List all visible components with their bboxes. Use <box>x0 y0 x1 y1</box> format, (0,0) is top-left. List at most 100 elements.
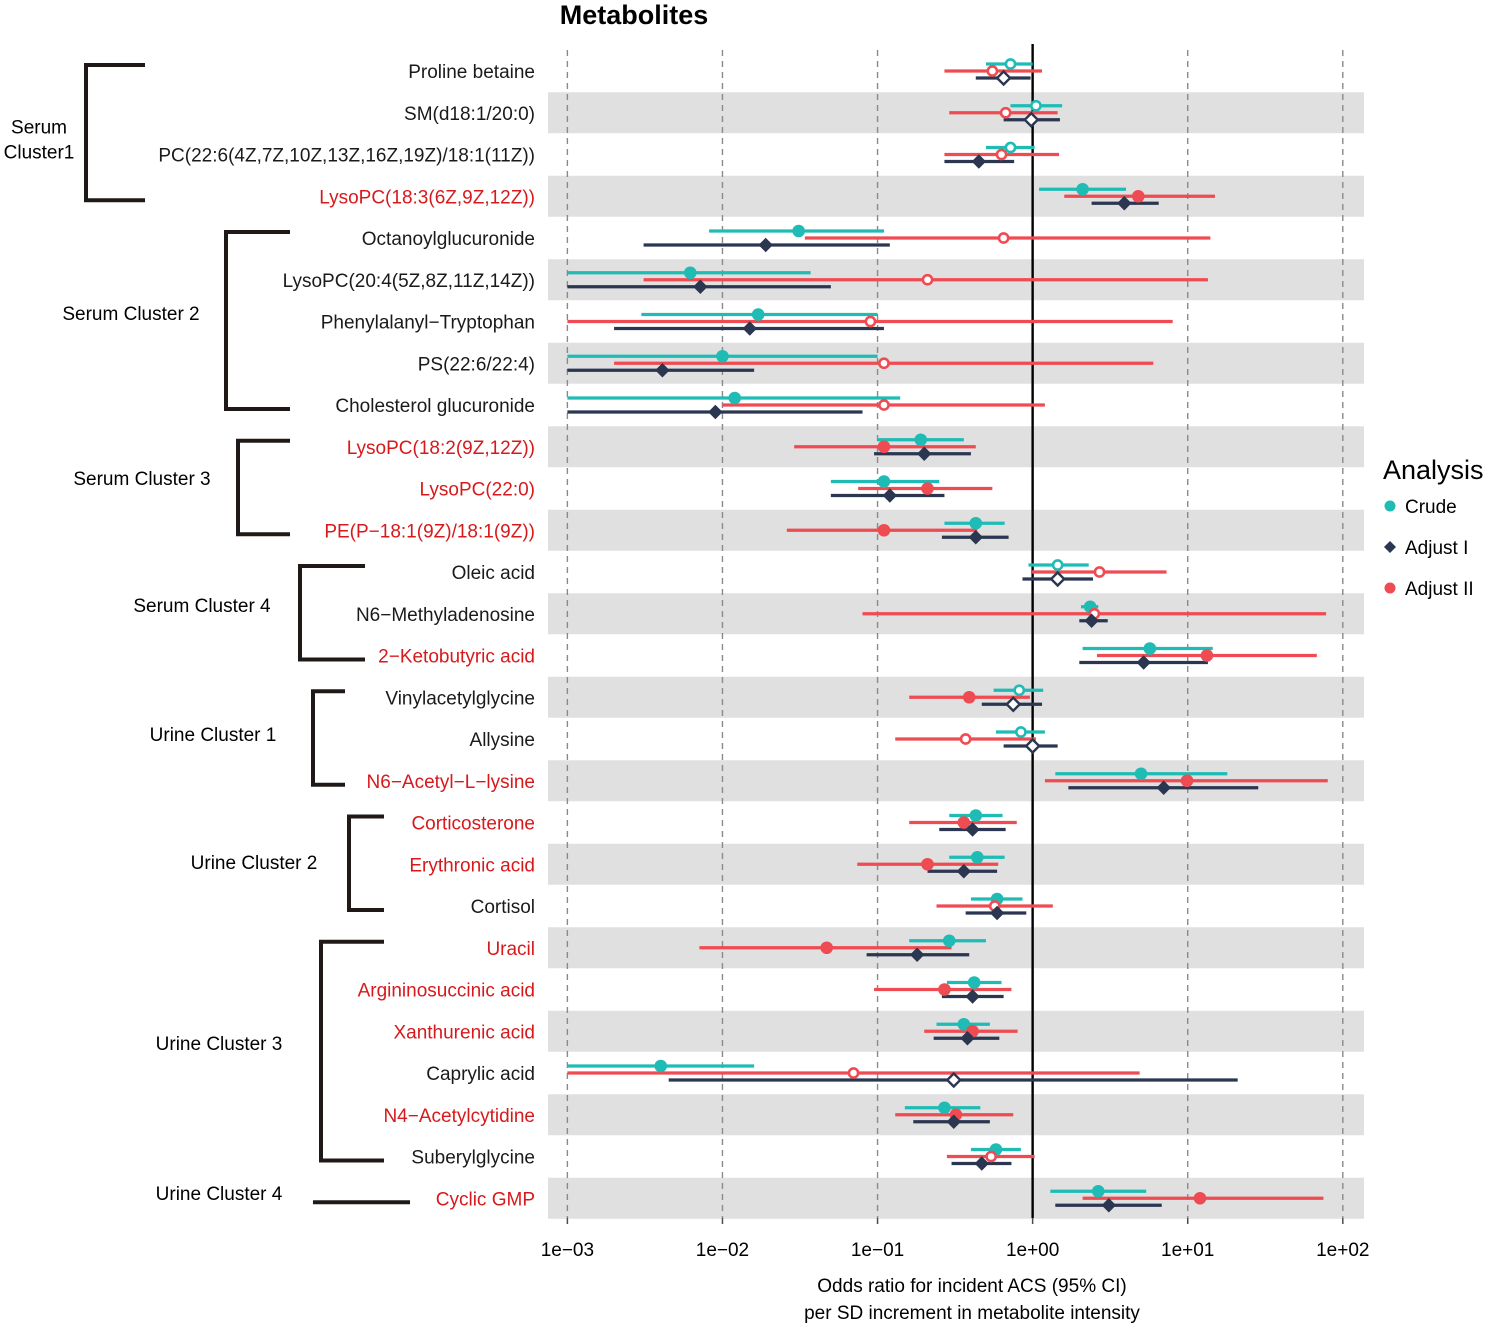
point-adjust-1 <box>708 404 723 420</box>
metabolite-label: Corticosterone <box>411 814 535 835</box>
point-adjust-1 <box>742 321 757 336</box>
point-crude <box>1051 559 1064 571</box>
point-adjust-1 <box>1084 613 1099 628</box>
point-crude <box>716 349 729 363</box>
x-tick-label: 1e+00 <box>1006 1240 1059 1261</box>
point-adjust-1 <box>655 363 670 378</box>
point-adjust-2 <box>921 482 934 495</box>
x-tick-label: 1e−01 <box>851 1240 904 1261</box>
metabolite-labels: Proline betaine SM(d18:1/20:0) PC(22:6(4Z,… <box>158 62 535 1210</box>
point-adjust-1 <box>965 989 980 1004</box>
legend-entry-label: Adjust II <box>1405 579 1474 600</box>
point-crude <box>1143 642 1157 655</box>
metabolite-label: LysoPC(20:4(5Z,8Z,11Z,14Z)) <box>283 271 535 292</box>
metabolite-label: Vinylacetylglycine <box>385 688 535 709</box>
legend-marker-diamond <box>1384 541 1396 553</box>
point-adjust-1 <box>1136 655 1151 670</box>
chart-title: Metabolites <box>560 0 709 30</box>
cluster-bracket <box>84 63 145 203</box>
metabolite-label: 2−Ketobutyric acid <box>378 647 535 668</box>
legend-entry-label: Crude <box>1405 497 1457 518</box>
point-adjust-1 <box>1101 1198 1117 1213</box>
point-crude <box>1091 1184 1105 1198</box>
metabolite-label: LysoPC(22:0) <box>420 480 535 501</box>
x-tick-label: 1e−02 <box>696 1240 749 1261</box>
point-adjust-2 <box>962 690 976 704</box>
point-crude <box>971 850 984 864</box>
point-adjust-2 <box>986 65 999 77</box>
metabolite-label: PE(P−18:1(9Z)/18:1(9Z)) <box>324 521 535 542</box>
point-adjust-2 <box>921 857 934 871</box>
point-adjust-1 <box>968 530 983 545</box>
point-crude <box>1013 684 1026 697</box>
point-adjust-2 <box>877 440 891 454</box>
point-adjust-1 <box>917 446 932 461</box>
point-adjust-2 <box>877 523 891 537</box>
point-adjust-1 <box>946 1114 961 1129</box>
gridlines <box>566 50 1344 1218</box>
point-adjust-2 <box>957 816 971 829</box>
point-crude <box>751 308 765 321</box>
metabolite-label: Argininosuccinic acid <box>358 981 535 1002</box>
point-adjust-2 <box>820 941 833 955</box>
cluster-label: Cluster1 <box>4 143 75 164</box>
point-adjust-1 <box>882 488 898 503</box>
point-adjust-2 <box>995 148 1008 161</box>
cluster-label: Serum Cluster 4 <box>133 596 271 617</box>
metabolite-label: PS(22:6/22:4) <box>418 354 535 375</box>
metabolite-label: N4−Acetylcytidine <box>383 1106 535 1127</box>
x-axis: 1e−03 1e−02 1e−01 1e+00 1e+01 1e+02 Odds ratio… <box>541 1218 1369 1324</box>
point-adjust-1 <box>995 69 1012 87</box>
legend-title: Analysis <box>1383 455 1484 485</box>
point-adjust-1 <box>1023 111 1040 128</box>
point-adjust-2 <box>1200 649 1214 662</box>
point-crude <box>1030 99 1042 112</box>
point-adjust-2 <box>847 1067 860 1079</box>
point-crude <box>654 1059 668 1073</box>
legend-entry-label: Adjust I <box>1405 538 1468 559</box>
point-crude <box>1134 767 1148 781</box>
point-crude <box>1004 141 1017 154</box>
point-crude <box>967 976 981 989</box>
metabolite-label: Oleic acid <box>452 563 535 584</box>
point-adjust-2 <box>959 733 972 745</box>
legend-marker-circle <box>1384 500 1396 512</box>
metabolite-label: Cholesterol glucuronide <box>335 396 535 417</box>
point-adjust-2 <box>878 357 890 370</box>
row-stripe <box>548 175 1364 217</box>
point-adjust-2 <box>1180 774 1194 788</box>
point-crude <box>914 433 928 447</box>
point-adjust-2 <box>938 983 951 996</box>
cluster-bracket <box>347 814 384 912</box>
cluster-bracket <box>224 230 290 411</box>
metabolite-label: Caprylic acid <box>426 1064 535 1085</box>
x-tick-label: 1e+02 <box>1316 1240 1369 1261</box>
point-crude <box>683 266 697 280</box>
legend: Analysis Crude Adjust I Adjust II <box>1383 455 1484 600</box>
cluster-bracket <box>236 438 290 537</box>
point-crude <box>728 391 742 405</box>
metabolite-label: N6−Acetyl−L−lysine <box>367 772 535 793</box>
point-crude <box>1076 182 1089 196</box>
cluster-bracket <box>311 689 345 787</box>
metabolite-label: N6−Methyladenosine <box>356 605 535 626</box>
cluster-label: Serum Cluster 2 <box>62 304 199 325</box>
point-adjust-1 <box>971 154 987 169</box>
cluster-label: Urine Cluster 4 <box>156 1184 283 1205</box>
point-adjust-1 <box>1049 570 1066 588</box>
point-crude <box>792 224 805 238</box>
point-adjust-1 <box>974 1156 989 1171</box>
point-adjust-2 <box>1131 189 1145 203</box>
point-adjust-2 <box>997 232 1010 244</box>
metabolite-label: Cyclic GMP <box>436 1189 535 1210</box>
metabolite-label: Suberylglycine <box>411 1148 535 1169</box>
point-adjust-2 <box>1093 566 1106 578</box>
point-adjust-2 <box>921 273 934 286</box>
metabolite-label: Phenylalanyl−Tryptophan <box>321 313 535 334</box>
metabolite-label: LysoPC(18:2(9Z,12Z)) <box>347 438 535 459</box>
point-adjust-1 <box>1005 696 1022 713</box>
point-crude <box>938 1101 951 1115</box>
point-adjust-1 <box>965 822 980 837</box>
point-crude <box>1014 726 1027 738</box>
